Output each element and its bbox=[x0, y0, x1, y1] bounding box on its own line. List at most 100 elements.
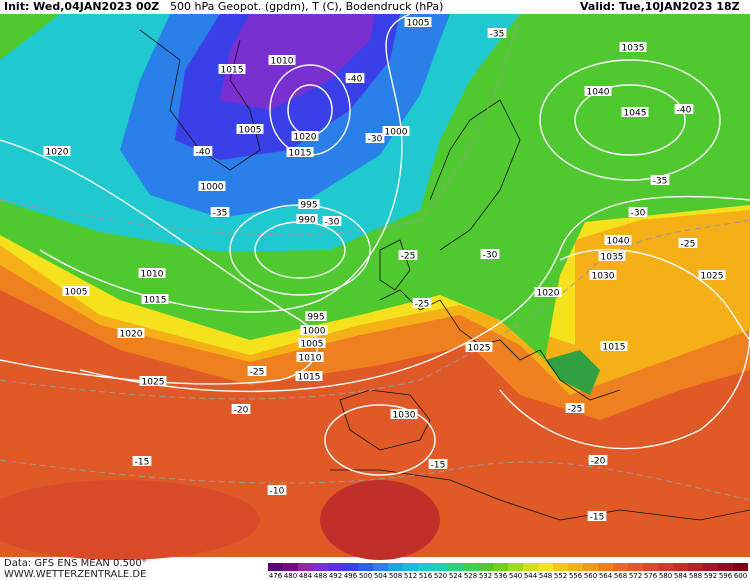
pressure-label: 1005 bbox=[62, 286, 90, 298]
pressure-label-box bbox=[218, 64, 246, 74]
pressure-label: 1010 bbox=[138, 268, 166, 280]
pressure-label-text: 1015 bbox=[144, 296, 167, 306]
pressure-label: 1020 bbox=[117, 328, 145, 340]
pressure-label: 1030 bbox=[589, 270, 617, 282]
pressure-label-box bbox=[296, 352, 324, 362]
pressure-label-box bbox=[305, 311, 327, 321]
temperature-label-text: -30 bbox=[483, 251, 498, 261]
colorbar-label: 512 bbox=[404, 572, 417, 580]
temperature-label: -30 bbox=[480, 249, 500, 261]
colorbar-swatch bbox=[493, 563, 508, 571]
colorbar-label: 484 bbox=[299, 572, 313, 580]
pressure-label-text: 1010 bbox=[141, 270, 164, 280]
temperature-label: -30 bbox=[628, 207, 648, 219]
colorbar-label: 576 bbox=[644, 572, 658, 580]
pressure-label: 1035 bbox=[619, 42, 647, 54]
colorbar-swatch bbox=[703, 563, 718, 571]
temperature-label-text: -35 bbox=[490, 30, 505, 40]
pressure-label: 1015 bbox=[295, 371, 323, 383]
colorbar-swatch bbox=[433, 563, 448, 571]
temperature-label: -35 bbox=[487, 28, 507, 40]
pressure-label: 1015 bbox=[286, 147, 314, 159]
pressure-label-text: 1025 bbox=[701, 272, 724, 282]
colorbar-label: 536 bbox=[494, 572, 508, 580]
pressure-label-text: 1010 bbox=[271, 57, 294, 67]
temperature-label-box bbox=[588, 455, 608, 465]
colorbar-label: 560 bbox=[584, 572, 597, 580]
colorbar-label: 508 bbox=[389, 572, 402, 580]
pressure-label-text: 990 bbox=[298, 216, 315, 226]
temperature-label: -25 bbox=[565, 403, 585, 415]
colorbar-label: 580 bbox=[659, 572, 672, 580]
pressure-label: 1005 bbox=[404, 17, 432, 29]
pressure-label-text: 1015 bbox=[603, 343, 626, 353]
pressure-label-box bbox=[382, 126, 410, 136]
pressure-label-text: 1015 bbox=[289, 149, 312, 159]
pressure-label-text: 1035 bbox=[601, 253, 624, 263]
pressure-label-box bbox=[584, 86, 612, 96]
colorbar-swatch bbox=[523, 563, 538, 571]
pressure-label: 1025 bbox=[139, 376, 167, 388]
colorbar-swatch bbox=[688, 563, 703, 571]
colorbar-swatch bbox=[418, 563, 433, 571]
colorbar-label: 496 bbox=[344, 572, 358, 580]
pressure-label: 1000 bbox=[382, 126, 410, 138]
colorbar-swatch bbox=[448, 563, 463, 571]
pressure-label: 1005 bbox=[298, 338, 326, 350]
pressure-label-box bbox=[138, 268, 166, 278]
pressure-label-box bbox=[62, 286, 90, 296]
pressure-label-box bbox=[300, 325, 328, 335]
temperature-label-text: -40 bbox=[348, 75, 363, 85]
pressure-label-text: 1000 bbox=[201, 183, 224, 193]
temperature-label-text: -30 bbox=[325, 218, 340, 228]
temperature-label: -35 bbox=[650, 175, 670, 187]
temperature-label-text: -25 bbox=[568, 405, 583, 415]
data-source: Data: GFS ENS MEAN 0.500° bbox=[4, 558, 147, 569]
colorbar-label: 584 bbox=[674, 572, 688, 580]
colorbar-label: 480 bbox=[284, 572, 297, 580]
pressure-label-text: 1045 bbox=[624, 109, 647, 119]
pressure-label-box bbox=[465, 342, 493, 352]
temperature-label: -20 bbox=[588, 455, 608, 467]
temperature-label-text: -20 bbox=[591, 457, 606, 467]
colorbar-label: 520 bbox=[434, 572, 447, 580]
temperature-label: -20 bbox=[231, 404, 251, 416]
colorbar-swatch bbox=[268, 563, 283, 571]
colorbar-label: 596 bbox=[719, 572, 733, 580]
colorbar-swatch bbox=[313, 563, 328, 571]
colorbar: 476 480 484 488 492 496 500 504 508 512 516 520 524 5… bbox=[268, 563, 748, 580]
pressure-label-box bbox=[621, 107, 649, 117]
pressure-label: 1000 bbox=[198, 181, 226, 193]
colorbar-swatch bbox=[508, 563, 523, 571]
colorbar-label: 528 bbox=[464, 572, 477, 580]
temperature-label: -10 bbox=[267, 485, 287, 497]
pressure-label-text: 1040 bbox=[587, 88, 610, 98]
pressure-label-text: 1000 bbox=[385, 128, 408, 138]
colorbar-swatch bbox=[658, 563, 673, 571]
pressure-label-text: 1015 bbox=[298, 373, 321, 383]
pressure-label-text: 1010 bbox=[299, 354, 322, 364]
pressure-label-box bbox=[404, 17, 432, 27]
temperature-label-text: -35 bbox=[653, 177, 668, 187]
colorbar-swatch bbox=[598, 563, 613, 571]
height-field bbox=[0, 14, 750, 560]
temperature-label: -40 bbox=[193, 146, 213, 158]
pressure-label-box bbox=[295, 371, 323, 381]
pressure-label-box bbox=[141, 294, 169, 304]
colorbar-swatch bbox=[643, 563, 658, 571]
temperature-label: -30 bbox=[365, 133, 385, 145]
colorbar-swatch bbox=[463, 563, 478, 571]
colorbar-label: 532 bbox=[479, 572, 492, 580]
temperature-label-box bbox=[628, 207, 648, 217]
pressure-label-text: 1020 bbox=[294, 133, 317, 143]
pressure-label-box bbox=[296, 214, 318, 224]
colorbar-label: 476 bbox=[269, 572, 283, 580]
temperature-label-box bbox=[193, 146, 213, 156]
colorbar-swatch bbox=[478, 563, 493, 571]
pressure-label-box bbox=[619, 42, 647, 52]
pressure-label-box bbox=[139, 376, 167, 386]
valid-time: Valid: Tue,10JAN2023 18Z bbox=[580, 0, 740, 13]
temperature-label: -25 bbox=[398, 250, 418, 262]
colorbar-label: 516 bbox=[419, 572, 433, 580]
